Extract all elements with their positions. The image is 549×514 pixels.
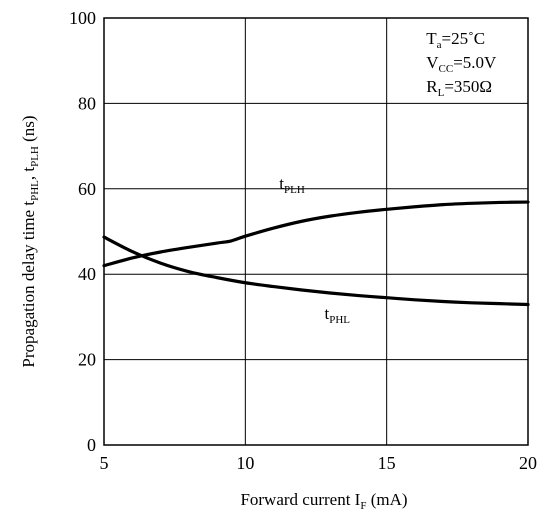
x-tick-label: 20 — [519, 453, 537, 473]
annotation-vcc: VCC=5.0V — [426, 53, 497, 75]
y-tick-label: 0 — [87, 435, 96, 455]
curve-label-tphl: tPHL — [324, 304, 350, 326]
curve-label-tplh: tPLH — [279, 174, 305, 196]
annotation-temperature: Ta=25˚C — [426, 29, 485, 51]
conditions-box: Ta=25˚C VCC=5.0V RL=350Ω — [426, 29, 497, 99]
y-axis-label: Propagation delay time tPHL, tPLH (ns) — [19, 115, 41, 367]
plot-frame — [103, 17, 529, 446]
x-axis-label: Forward current IF (mA) — [240, 490, 407, 512]
curves — [102, 200, 530, 307]
y-tick-label: 80 — [78, 93, 96, 113]
y-tick-label: 40 — [78, 264, 96, 284]
series-line-tphl — [102, 235, 530, 307]
annotation-rl: RL=350Ω — [426, 77, 492, 99]
grid-lines — [104, 18, 528, 445]
x-tick-label: 15 — [378, 453, 396, 473]
y-tick-label: 100 — [69, 8, 96, 28]
x-tick-label: 5 — [100, 453, 109, 473]
series-line-tplh — [102, 200, 530, 268]
y-tick-label: 20 — [78, 350, 96, 370]
x-tick-label: 10 — [236, 453, 254, 473]
y-tick-label: 60 — [78, 179, 96, 199]
tick-labels: 0 20 40 60 80 100 5 10 15 20 — [69, 8, 537, 473]
